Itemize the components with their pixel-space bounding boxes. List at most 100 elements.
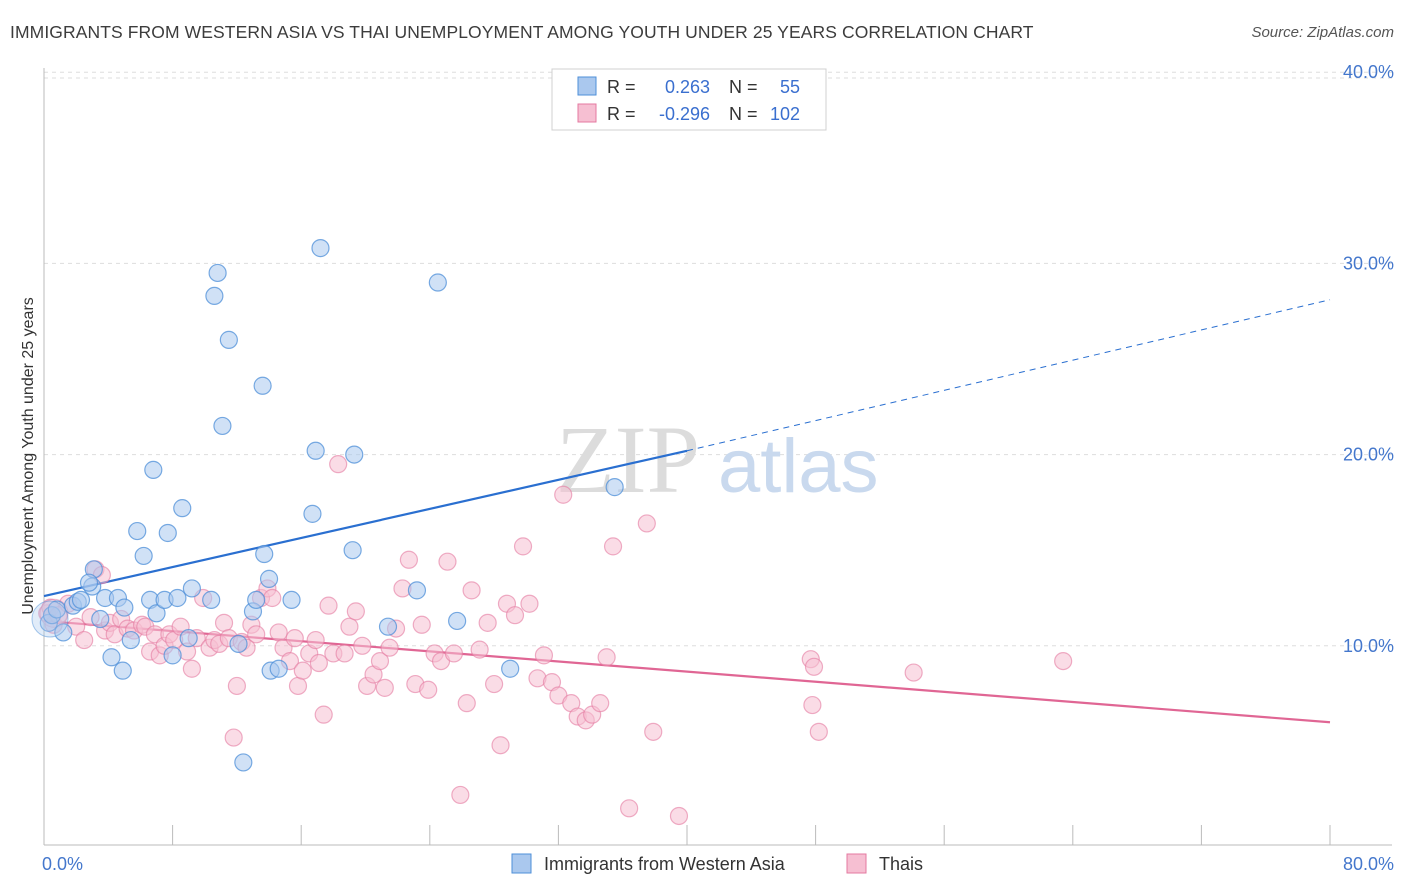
point-immigrants xyxy=(378,617,398,636)
legend-n-value-1: 55 xyxy=(780,77,800,97)
legend-r-label-1: R = xyxy=(607,77,636,97)
point-immigrants xyxy=(147,604,166,623)
series-legend: Immigrants from Western Asia Thais xyxy=(511,853,923,874)
point-thais xyxy=(263,588,282,608)
point-thais xyxy=(285,629,304,648)
point-thais xyxy=(340,617,359,636)
point-thais xyxy=(554,485,573,504)
legend-bottom-label-thais: Thais xyxy=(879,854,923,874)
point-immigrants xyxy=(448,611,467,631)
point-thais xyxy=(470,640,489,659)
point-thais xyxy=(809,722,828,741)
y-tick-label: 20.0% xyxy=(1343,445,1394,465)
legend-bottom-swatch-thais xyxy=(846,853,867,874)
point-thais xyxy=(399,550,419,569)
point-thais xyxy=(335,644,354,663)
point-immigrants xyxy=(269,659,288,678)
point-thais xyxy=(227,676,246,696)
x-tick-label: 0.0% xyxy=(42,854,83,874)
legend-r-value-2: -0.296 xyxy=(659,104,710,124)
point-immigrants xyxy=(247,590,266,610)
legend-n-label-1: N = xyxy=(729,77,758,97)
point-immigrants xyxy=(282,590,301,610)
point-thais xyxy=(491,736,510,755)
point-immigrants xyxy=(208,263,227,283)
point-thais xyxy=(597,648,616,667)
y-tick-label: 10.0% xyxy=(1343,636,1394,656)
point-immigrants xyxy=(303,504,322,523)
watermark-zip: ZIP xyxy=(556,406,700,513)
point-immigrants xyxy=(134,546,153,566)
point-immigrants xyxy=(113,661,132,680)
point-immigrants xyxy=(168,588,187,608)
legend-r-label-2: R = xyxy=(607,104,636,124)
point-thais xyxy=(314,705,333,724)
point-immigrants xyxy=(144,460,163,479)
point-thais xyxy=(182,659,201,678)
point-thais xyxy=(293,661,312,680)
point-thais xyxy=(306,630,325,650)
y-axis-title: Unemployment Among Youth under 25 years xyxy=(20,297,37,615)
point-immigrants xyxy=(345,445,364,464)
point-thais xyxy=(644,722,663,741)
y-tick-label: 40.0% xyxy=(1343,62,1394,82)
point-immigrants xyxy=(253,376,272,395)
point-thais xyxy=(457,694,476,713)
legend-n-value-2: 102 xyxy=(770,104,800,124)
point-immigrants xyxy=(71,590,91,610)
point-thais xyxy=(419,680,438,699)
point-thais xyxy=(214,613,234,632)
point-thais xyxy=(803,695,822,715)
point-immigrants xyxy=(173,499,192,518)
legend-swatch-immigrants xyxy=(577,76,597,96)
axes xyxy=(43,68,1392,846)
point-immigrants xyxy=(121,630,140,650)
point-immigrants xyxy=(501,659,520,678)
tick-labels: 10.0% 20.0% 30.0% 40.0% 0.0% 80.0% xyxy=(42,62,1394,874)
point-thais xyxy=(1054,651,1073,671)
point-thais xyxy=(462,581,481,600)
point-thais xyxy=(591,694,610,713)
point-immigrants xyxy=(202,590,221,610)
point-immigrants xyxy=(343,541,362,560)
legend-r-value-1: 0.263 xyxy=(665,77,710,97)
point-immigrants xyxy=(306,441,325,460)
legend-bottom-swatch-immigrants xyxy=(511,853,532,874)
trend-line-immigrants-extension xyxy=(686,299,1331,452)
point-thais xyxy=(346,602,365,621)
legend-swatch-thais xyxy=(577,103,597,123)
point-thais xyxy=(485,674,504,694)
point-immigrants-cluster xyxy=(31,600,69,638)
point-thais xyxy=(353,636,372,655)
point-thais xyxy=(637,514,656,533)
watermark: ZIP atlas xyxy=(556,406,879,513)
point-thais xyxy=(224,728,243,747)
point-thais xyxy=(669,806,689,826)
grid-lines xyxy=(44,71,1392,647)
point-thais xyxy=(380,638,399,657)
point-immigrants xyxy=(213,416,232,436)
point-immigrants xyxy=(255,544,274,564)
point-immigrants xyxy=(234,753,253,772)
x-tick-label: 80.0% xyxy=(1343,854,1394,874)
point-thais xyxy=(620,799,639,818)
point-thais xyxy=(329,455,348,474)
point-immigrants xyxy=(407,581,427,600)
point-thais xyxy=(370,651,390,671)
point-immigrants xyxy=(79,573,99,592)
point-thais xyxy=(804,657,824,676)
point-thais xyxy=(603,537,623,556)
y-tick-label: 30.0% xyxy=(1343,253,1394,273)
point-immigrants xyxy=(163,646,182,665)
point-thais xyxy=(444,644,464,663)
point-immigrants xyxy=(179,629,198,648)
chart-title: IMMIGRANTS FROM WESTERN ASIA VS THAI UNE… xyxy=(10,22,1034,42)
series-immigrants-western-asia xyxy=(31,239,624,772)
source-label: Source: ZipAtlas.com xyxy=(1251,24,1394,41)
point-immigrants xyxy=(182,579,201,598)
point-thais xyxy=(451,785,470,805)
point-immigrants xyxy=(158,523,177,543)
point-thais xyxy=(269,623,288,642)
trend-line-immigrants xyxy=(43,449,688,598)
point-thais xyxy=(319,596,338,615)
